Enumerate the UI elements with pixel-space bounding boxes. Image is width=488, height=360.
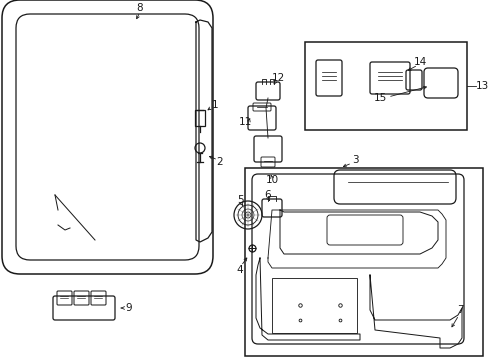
Text: 2: 2 [216,157,223,167]
Text: 8: 8 [137,3,143,13]
Text: 10: 10 [265,175,278,185]
Text: 11: 11 [238,117,251,127]
Bar [271,278,356,333]
Bar [305,42,466,130]
Text: 1: 1 [211,100,218,110]
Bar [244,168,482,356]
Text: 3: 3 [351,155,358,165]
Text: 14: 14 [412,57,426,67]
Text: 4: 4 [236,265,243,275]
Text: 6: 6 [264,190,271,200]
Text: 13: 13 [475,81,488,91]
Text: 12: 12 [271,73,284,83]
Text: 5: 5 [236,195,243,205]
Text: 9: 9 [125,303,131,313]
Bar [195,110,204,126]
Text: 7: 7 [456,305,462,315]
Text: 15: 15 [373,93,386,103]
